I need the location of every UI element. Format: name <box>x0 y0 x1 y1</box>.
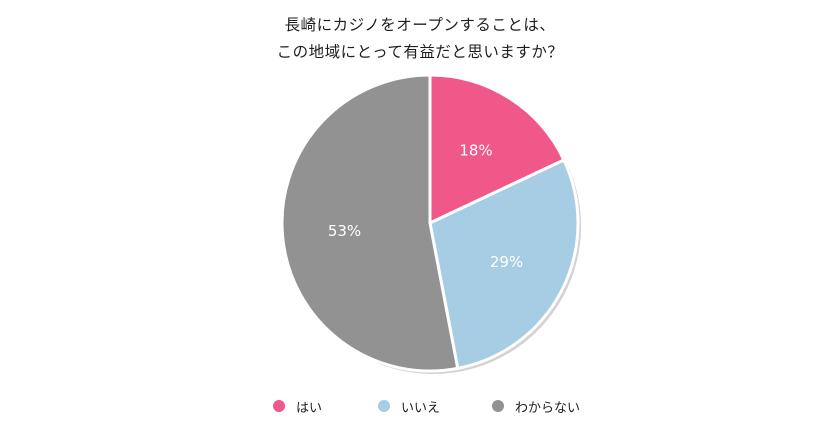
pie-slice-no <box>428 158 580 370</box>
legend-swatch-yes <box>273 400 285 412</box>
legend-swatch-no <box>378 400 390 412</box>
chart-title-line-2: この地域にとって有益だと思いますか？ <box>276 43 564 61</box>
slice-label-yes: 18% <box>459 142 492 160</box>
legend-swatch-dont-know <box>492 400 504 412</box>
pie-slice-yes <box>428 73 566 225</box>
legend-item-yes: はい <box>273 394 322 418</box>
pie-labels: 18% 29% 53% <box>328 142 523 272</box>
pie-slices <box>280 73 580 373</box>
chart-title-line-1: 長崎にカジノをオープンすることは、 <box>284 16 556 34</box>
pie-slice-dont-know <box>280 73 460 373</box>
slice-label-no: 29% <box>490 253 523 271</box>
legend: はい いいえ わからない <box>0 394 840 418</box>
legend-label-no: いいえ <box>401 400 441 416</box>
legend-label-yes: はい <box>296 400 323 416</box>
slice-label-dont-know: 53% <box>328 222 361 240</box>
chart-title: 長崎にカジノをオープンすることは、 この地域にとって有益だと思いますか？ <box>0 12 840 66</box>
legend-item-no: いいえ <box>378 394 440 418</box>
legend-label-dont-know: わからない <box>515 400 581 416</box>
legend-item-dont-know: わからない <box>492 394 580 418</box>
